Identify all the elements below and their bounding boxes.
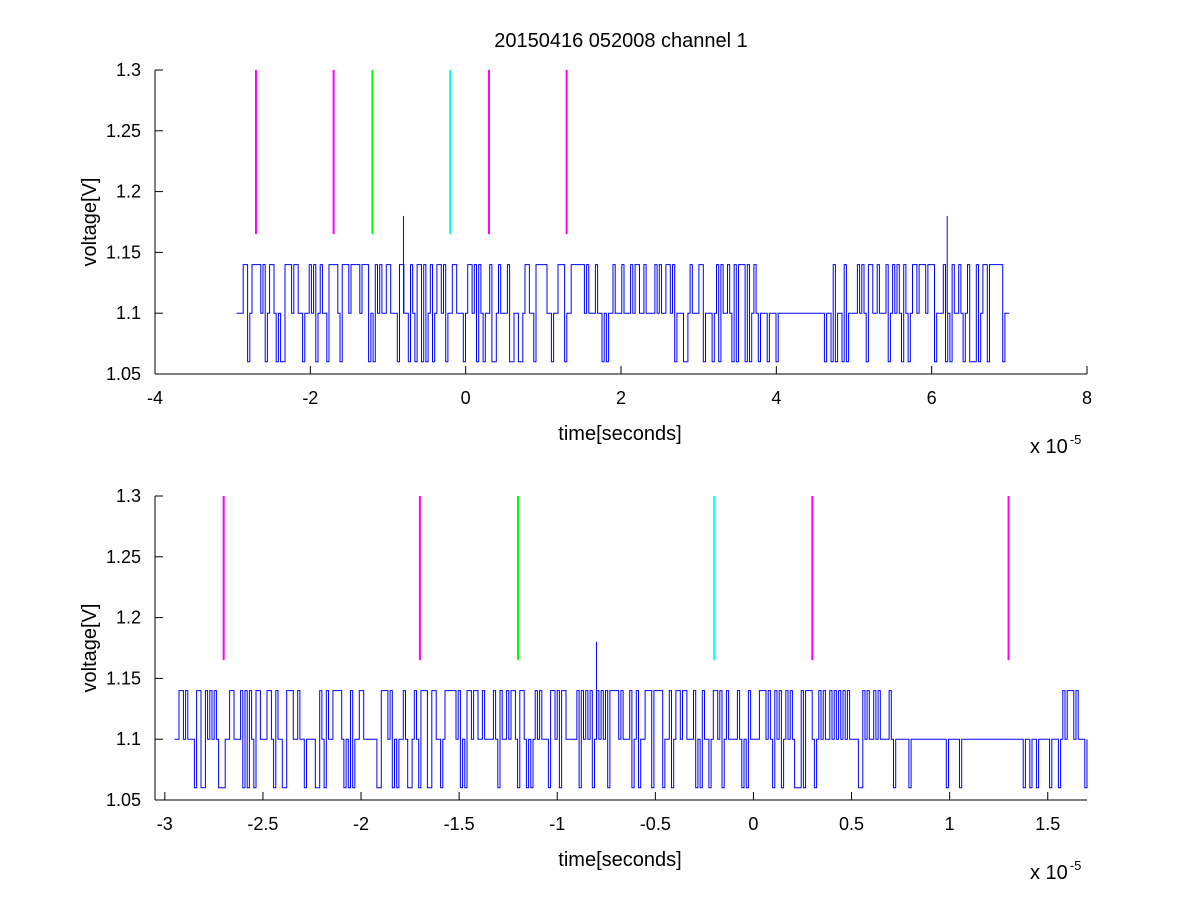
subplot-top: 20150416 052008 channel 1 -4 -2 0 2 4 6 8 1.05… (79, 30, 1092, 458)
signal-trace (174, 641, 1088, 789)
signal-line (174, 690, 1088, 789)
signal-trace (236, 215, 1010, 363)
y-tick-label: 1.15 (106, 242, 141, 262)
x-tick-label: -2 (302, 388, 318, 408)
x-multiplier: x 10 -5 (1030, 432, 1081, 458)
x-multiplier-base: x 10 (1030, 436, 1068, 458)
x-tick-label: 4 (771, 388, 781, 408)
x-tick-label: 0 (748, 814, 758, 834)
y-tick-label: 1.15 (106, 668, 141, 688)
y-axis-label: voltage[V] (79, 604, 101, 693)
signal-line (236, 264, 1010, 363)
y-tick-labels: 1.05 1.1 1.15 1.2 1.25 1.3 (106, 60, 141, 384)
subplot-bottom: -3 -2.5 -2 -1.5 -1 -0.5 0 0.5 1 1.5 1.051.11.151.… (79, 486, 1088, 884)
x-multiplier: x 10 -5 (1030, 858, 1081, 884)
chart-title: 20150416 052008 channel 1 (494, 30, 748, 52)
y-tick-label: 1.1 (116, 729, 141, 749)
x-axis-label: time[seconds] (558, 849, 681, 871)
y-tick-label: 1.25 (106, 547, 141, 567)
x-tick-labels: -3 -2.5 -2 -1.5 -1 -0.5 0 0.5 1 1.5 (157, 814, 1060, 834)
y-tick-label: 1.2 (116, 608, 141, 628)
x-tick-label: -4 (147, 388, 163, 408)
y-tick-label: 1.05 (106, 364, 141, 384)
axes-frame (154, 69, 1088, 375)
y-tick-label: 1.3 (116, 60, 141, 80)
x-tick-label: 6 (927, 388, 937, 408)
x-tick-label: -0.5 (640, 814, 671, 834)
y-tick-label: 1.05 (106, 790, 141, 810)
x-multiplier-exponent: -5 (1070, 858, 1082, 873)
x-tick-label: 2 (616, 388, 626, 408)
x-tick-label: -3 (157, 814, 173, 834)
y-axis-label: voltage[V] (79, 178, 101, 267)
x-tick-label: -1 (549, 814, 565, 834)
x-tick-label: 0.5 (839, 814, 864, 834)
x-tick-label: 0 (461, 388, 471, 408)
x-tick-label: 8 (1082, 388, 1092, 408)
y-tick-label: 1.2 (116, 182, 141, 202)
x-multiplier-exponent: -5 (1070, 432, 1082, 447)
x-tick-label: 1.5 (1035, 814, 1060, 834)
y-tick-labels: 1.05 1.1 1.15 1.2 1.25 1.3 (106, 486, 141, 810)
y-tick-label: 1.25 (106, 121, 141, 141)
x-tick-labels: -4 -2 0 2 4 6 8 (147, 388, 1092, 408)
event-markers (222, 496, 1010, 661)
x-axis-label: time[seconds] (558, 423, 681, 445)
x-tick-label: -2 (353, 814, 369, 834)
y-tick-label: 1.3 (116, 486, 141, 506)
x-tick-label: 1 (945, 814, 955, 834)
event-markers (254, 70, 568, 235)
y-tick-label: 1.1 (116, 303, 141, 323)
x-multiplier-base: x 10 (1030, 862, 1068, 884)
axes-frame (154, 495, 1087, 801)
x-tick-label: -2.5 (247, 814, 278, 834)
x-tick-label: -1.5 (444, 814, 475, 834)
